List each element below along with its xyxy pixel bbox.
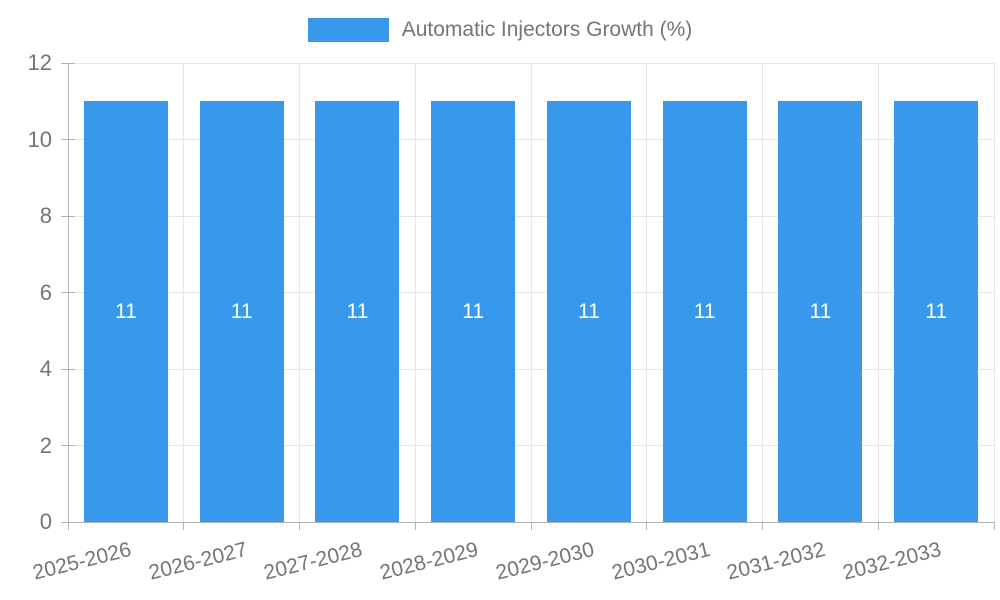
v-gridline: [183, 63, 185, 522]
y-tick-label: 12: [27, 50, 52, 75]
x-tick: [530, 522, 532, 530]
bar-value-label: 11: [577, 299, 600, 323]
y-tick-label: 4: [39, 356, 52, 381]
x-tick: [646, 522, 648, 530]
v-gridline: [530, 63, 532, 522]
x-tick: [993, 522, 995, 530]
bar: [778, 101, 863, 522]
bar-value-label: 11: [462, 299, 485, 323]
y-tick-label: 2: [39, 432, 52, 458]
x-tick: [762, 522, 763, 530]
y-tick-label: 10: [27, 126, 52, 152]
v-gridline: [762, 63, 763, 522]
y-tick-label: 0: [39, 509, 52, 534]
bar: [546, 101, 631, 522]
x-tick: [183, 522, 185, 530]
bar: [199, 101, 284, 522]
legend-label: Automatic Injectors Growth (%): [401, 18, 693, 41]
v-gridline: [877, 63, 879, 522]
legend-swatch: [307, 18, 389, 42]
x-axis-labels: 2025-2026 2026-2027 2027-2028 2028-2029 2029…: [30, 530, 994, 600]
bar-value-label: 11: [346, 299, 369, 323]
bar-value-label: 11: [925, 299, 948, 323]
v-gridline: [299, 63, 300, 522]
x-tick: [299, 522, 300, 530]
y-tick-label: 8: [39, 203, 52, 228]
y-axis-labels: 0 2 4 6 8 10 12: [0, 50, 52, 534]
bar-value-label: 11: [230, 299, 253, 323]
legend: Automatic Injectors Growth (%): [0, 18, 1000, 42]
bar-value-label: 11: [809, 299, 832, 323]
v-gridline: [993, 63, 995, 522]
bar: [431, 101, 516, 522]
x-tick: [67, 522, 69, 530]
y-axis-line: [68, 63, 69, 522]
bar: [894, 101, 979, 522]
plot-area: 11 11 11 11 11 11 11 11: [61, 62, 995, 530]
y-tick-label: 6: [39, 279, 52, 305]
bar: [315, 101, 400, 522]
bar: [662, 101, 747, 522]
v-gridline: [414, 63, 416, 522]
bar: [83, 101, 168, 522]
bar-value-label: 11: [693, 299, 716, 323]
x-tick: [414, 522, 416, 530]
bar-value-label: 11: [114, 299, 137, 323]
v-gridline: [646, 63, 648, 522]
x-tick: [877, 522, 879, 530]
